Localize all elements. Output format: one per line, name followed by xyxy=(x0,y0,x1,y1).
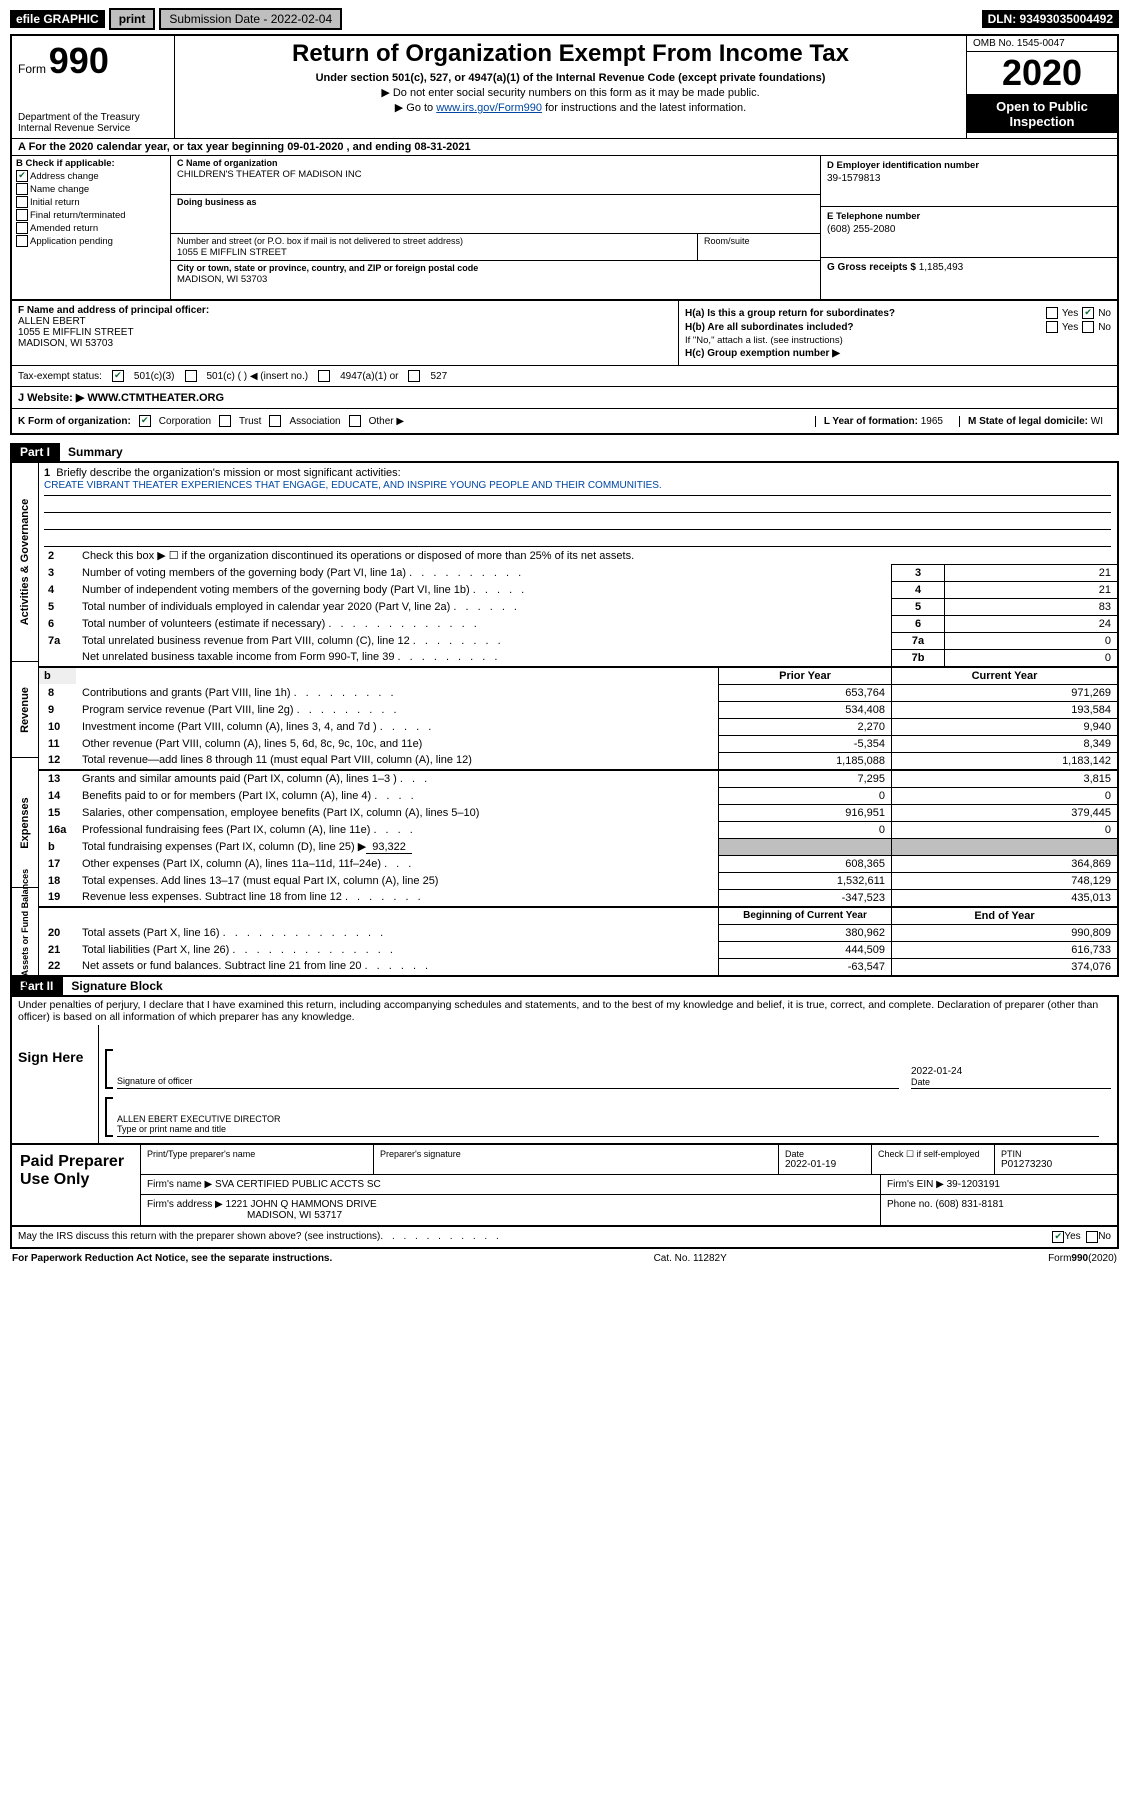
form-subtitle-3: ▶ Go to www.irs.gov/Form990 for instruct… xyxy=(181,101,960,114)
omb-number: OMB No. 1545-0047 xyxy=(967,36,1117,52)
dln: DLN: 93493035004492 xyxy=(982,10,1119,28)
summary-table: 2Check this box ▶ ☐ if the organization … xyxy=(38,547,1117,975)
dba-label: Doing business as xyxy=(177,197,257,207)
firm-name: SVA CERTIFIED PUBLIC ACCTS SC xyxy=(215,1179,381,1190)
v7b: 0 xyxy=(945,649,1118,667)
form-subtitle-1: Under section 501(c), 527, or 4947(a)(1)… xyxy=(181,72,960,84)
sign-date: 2022-01-24 xyxy=(911,1066,962,1077)
ein-label: D Employer identification number xyxy=(827,160,979,171)
527-checkbox[interactable] xyxy=(408,370,420,382)
officer-street: 1055 E MIFFLIN STREET xyxy=(18,327,134,338)
section-f-h: F Name and address of principal officer:… xyxy=(10,301,1119,365)
street: 1055 E MIFFLIN STREET xyxy=(177,247,287,258)
declaration: Under penalties of perjury, I declare th… xyxy=(10,995,1119,1025)
website-url: WWW.CTMTHEATER.ORG xyxy=(87,392,224,404)
form-subtitle-2: ▶ Do not enter social security numbers o… xyxy=(181,86,960,99)
topbar: efile GRAPHIC print Submission Date - 20… xyxy=(10,8,1119,30)
section-b-to-g: B Check if applicable: ✔Address change N… xyxy=(10,155,1119,301)
form-word: Form xyxy=(18,62,46,76)
b-label: B Check if applicable: xyxy=(16,158,166,169)
501c3-checkbox[interactable]: ✔ xyxy=(112,370,124,382)
state-domicile: WI xyxy=(1091,416,1103,427)
room-label: Room/suite xyxy=(698,234,820,260)
trust-checkbox[interactable] xyxy=(219,415,231,427)
bottom-footer: For Paperwork Reduction Act Notice, see … xyxy=(10,1249,1119,1268)
v7a: 0 xyxy=(945,632,1118,649)
v5: 83 xyxy=(945,598,1118,615)
public-inspection: Open to Public Inspection xyxy=(967,95,1117,133)
form-title: Return of Organization Exempt From Incom… xyxy=(181,40,960,68)
other-checkbox[interactable] xyxy=(349,415,361,427)
phone-label: E Telephone number xyxy=(827,211,920,222)
firm-ein: 39-1203191 xyxy=(947,1179,1000,1190)
officer-city: MADISON, WI 53703 xyxy=(18,338,113,349)
street-label: Number and street (or P.O. box if mail i… xyxy=(177,236,463,246)
city-label: City or town, state or province, country… xyxy=(177,263,478,273)
officer-name-title: ALLEN EBERT EXECUTIVE DIRECTOR xyxy=(117,1114,281,1124)
submission-date: Submission Date - 2022-02-04 xyxy=(159,8,342,30)
firm-addr1: 1221 JOHN Q HAMMONS DRIVE xyxy=(226,1199,377,1210)
city: MADISON, WI 53703 xyxy=(177,274,267,285)
website-row: J Website: ▶ WWW.CTMTHEATER.ORG xyxy=(10,386,1119,408)
phone: (608) 255-2080 xyxy=(827,224,1111,235)
gross-value: 1,185,493 xyxy=(919,262,964,273)
hb-yes-checkbox[interactable] xyxy=(1046,321,1058,333)
part-2-header: Part II Signature Block xyxy=(10,977,1119,995)
tax-year: 2020 xyxy=(967,52,1117,95)
firm-phone: (608) 831-8181 xyxy=(935,1199,1003,1210)
form-number: 990 xyxy=(49,40,109,81)
part-1-header: Part I Summary xyxy=(10,443,1119,461)
name-change-checkbox[interactable] xyxy=(16,183,28,195)
501c-checkbox[interactable] xyxy=(185,370,197,382)
signature-block: Sign Here Signature of officer 2022-01-2… xyxy=(10,1025,1119,1145)
k-l-m-row: K Form of organization: ✔Corporation Tru… xyxy=(10,408,1119,435)
preparer-block: Paid Preparer Use Only Print/Type prepar… xyxy=(10,1145,1119,1227)
form-header: Form 990 Department of the Treasury Inte… xyxy=(10,34,1119,138)
ptin: P01273230 xyxy=(1001,1159,1052,1170)
assoc-checkbox[interactable] xyxy=(269,415,281,427)
final-return-checkbox[interactable] xyxy=(16,209,28,221)
gross-label: G Gross receipts $ xyxy=(827,262,916,273)
year-formation: 1965 xyxy=(921,416,943,427)
hb-no-checkbox[interactable] xyxy=(1082,321,1094,333)
addr-change-checkbox[interactable]: ✔ xyxy=(16,170,28,182)
4947-checkbox[interactable] xyxy=(318,370,330,382)
f-label: F Name and address of principal officer: xyxy=(18,305,209,316)
corp-checkbox[interactable]: ✔ xyxy=(139,415,151,427)
initial-return-checkbox[interactable] xyxy=(16,196,28,208)
discuss-yes-checkbox[interactable]: ✔ xyxy=(1052,1231,1064,1243)
irs-label: Internal Revenue Service xyxy=(18,123,168,134)
paid-preparer-label: Paid Preparer Use Only xyxy=(12,1145,141,1225)
amended-return-checkbox[interactable] xyxy=(16,222,28,234)
ha-no-checkbox[interactable]: ✔ xyxy=(1082,307,1094,319)
ha-yes-checkbox[interactable] xyxy=(1046,307,1058,319)
efile-label: efile GRAPHIC xyxy=(10,10,105,28)
tax-exempt-status: Tax-exempt status: ✔501(c)(3) 501(c) ( )… xyxy=(10,365,1119,386)
treasury-dept: Department of the Treasury xyxy=(18,112,168,123)
form990-link[interactable]: www.irs.gov/Form990 xyxy=(436,102,542,114)
ein: 39-1579813 xyxy=(827,173,1111,184)
discuss-no-checkbox[interactable] xyxy=(1086,1231,1098,1243)
v6: 24 xyxy=(945,615,1118,632)
discuss-row: May the IRS discuss this return with the… xyxy=(10,1227,1119,1249)
v4: 21 xyxy=(945,581,1118,598)
org-name: CHILDREN'S THEATER OF MADISON INC xyxy=(177,169,362,180)
line-a: A For the 2020 calendar year, or tax yea… xyxy=(10,138,1119,155)
v3: 21 xyxy=(945,564,1118,581)
print-button[interactable]: print xyxy=(109,8,156,30)
mission-text: CREATE VIBRANT THEATER EXPERIENCES THAT … xyxy=(44,479,1111,496)
part-1-body: Activities & Governance Revenue Expenses… xyxy=(10,461,1119,977)
org-name-label: C Name of organization xyxy=(177,158,278,168)
firm-addr2: MADISON, WI 53717 xyxy=(247,1210,342,1221)
officer-name: ALLEN EBERT xyxy=(18,316,86,327)
app-pending-checkbox[interactable] xyxy=(16,235,28,247)
prep-date: 2022-01-19 xyxy=(785,1159,836,1170)
sign-here-label: Sign Here xyxy=(12,1025,99,1143)
